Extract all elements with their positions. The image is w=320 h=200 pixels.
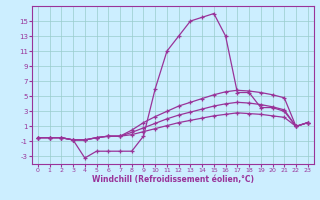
X-axis label: Windchill (Refroidissement éolien,°C): Windchill (Refroidissement éolien,°C) xyxy=(92,175,254,184)
